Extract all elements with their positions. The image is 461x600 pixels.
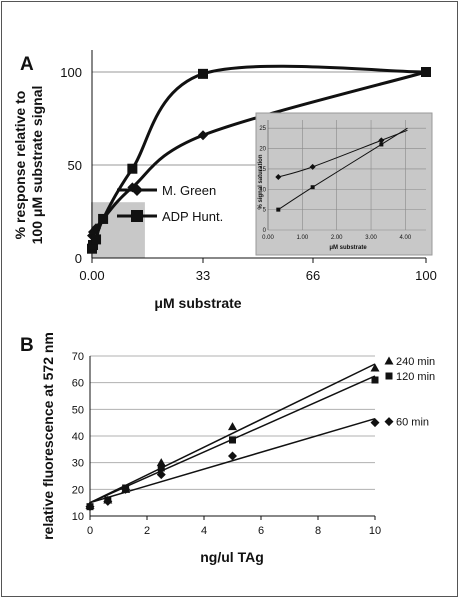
chart-b-point-120-min [371, 376, 379, 384]
chart-b-point-60-min [103, 496, 113, 506]
chart-a-x-tick-label: 33 [196, 268, 210, 283]
inset-y-tick-label: 15 [259, 167, 266, 173]
chart-b-series-label-120-min: 120 min [396, 371, 435, 383]
chart-b-y-tick-label: 50 [72, 404, 84, 416]
chart-b-fit-60-min [89, 417, 376, 504]
inset-x-tick-labels: 0.00 1.00 2.00 3.00 4.00 [262, 235, 412, 241]
inset-background [255, 112, 433, 256]
inset-x-tick-label: 0.00 [262, 235, 274, 241]
inset-point-adp-hunt [276, 207, 281, 212]
chart-a-point-adp-hunt [127, 163, 138, 174]
chart-b-x-tick-label: 10 [369, 525, 381, 537]
chart-b-point-240-min [228, 422, 237, 431]
chart-b-point-60-min [121, 484, 131, 494]
chart-b-point-60-min [156, 470, 166, 480]
chart-b-point-60-min [228, 451, 237, 461]
chart-b-legend-marker-60-min [384, 417, 394, 427]
chart-b-x-tick-label: 8 [315, 525, 321, 537]
chart-b-point-120-min [229, 436, 236, 444]
chart-b-point-120-min [157, 464, 165, 472]
chart-b-legend-marker-240-min [384, 356, 394, 365]
chart-b-point-60-min [85, 502, 95, 512]
inset-y-tick-label: 10 [259, 187, 266, 193]
chart-b-x-axis-label: ng/ul TAg [200, 549, 264, 565]
chart-b-y-tick-label: 30 [72, 458, 84, 470]
inset-y-tick-label: 25 [259, 126, 266, 132]
chart-b-y-axis-label: relative fluorescence at 572 nm [40, 332, 56, 540]
chart-b-legend-marker-120-min [385, 372, 393, 380]
chart-a-x-tick-label: 100 [415, 268, 437, 283]
chart-a-y-tick-label: 50 [68, 158, 82, 173]
chart-b-point-240-min [156, 458, 166, 467]
chart-a-point-adp-hunt [91, 234, 102, 245]
chart-b-y-tick-label: 60 [72, 378, 84, 390]
chart-b-point-60-min [370, 418, 380, 428]
inset-point-m-green [275, 174, 282, 181]
chart-b-x-tick-labels: 0 2 4 6 8 10 [87, 525, 381, 537]
inset-y-tick-labels: 0 5 10 15 20 25 [259, 126, 266, 234]
inset-x-tick-label: 2.00 [331, 235, 343, 241]
chart-b-axes [89, 356, 376, 520]
inset-y-axis-label: % signal saturation [258, 154, 264, 209]
legend-marker-m-green [131, 184, 143, 196]
chart-a-y-tick-label: 0 [75, 251, 82, 266]
legend-label-adp-hunt: ADP Hunt. [162, 209, 223, 224]
chart-a-point-adp-hunt [88, 239, 99, 250]
chart-b-y-tick-label: 70 [72, 351, 84, 363]
chart-b-x-tick-label: 2 [144, 525, 150, 537]
chart-b-fit-240-min [89, 363, 376, 504]
chart-b-x-tick-label: 4 [201, 525, 207, 537]
chart-b-x-tick-label: 6 [258, 525, 264, 537]
inset-y-tick-label: 20 [259, 147, 266, 153]
chart-a-legend: M. Green ADP Hunt. [117, 183, 223, 224]
chart-a-point-m-green [91, 223, 102, 234]
chart-a-x-axis-label: μM substrate [154, 295, 241, 311]
chart-a-inset: 0 5 10 15 20 25 0.00 1.00 2.00 3.00 4.00 μM subst… [255, 112, 433, 256]
inset-y-tick-label: 5 [263, 208, 267, 214]
inset-x-tick-label: 4.00 [400, 235, 412, 241]
inset-point-adp-hunt [310, 185, 315, 190]
chart-a-axes [91, 50, 427, 263]
chart-b-gridlines [90, 355, 375, 517]
inset-gridlines [267, 120, 426, 231]
chart-a-y-tick-label: 100 [60, 65, 82, 80]
chart-b-series-labels: 240 min 120 min 60 min [384, 356, 435, 429]
inset-markers [275, 137, 385, 212]
inset-x-axis-label: μM substrate [329, 245, 367, 251]
chart-a-point-adp-hunt [198, 68, 208, 79]
chart-b-y-tick-label: 40 [72, 431, 84, 443]
chart-a-point-adp-hunt [98, 213, 109, 224]
chart-a-point-m-green [198, 130, 208, 141]
legend-label-m-green: M. Green [162, 183, 216, 198]
chart-a-x-tick-labels: 0.00 33 66 100 [79, 268, 437, 283]
inset-point-m-green [309, 163, 316, 170]
chart-b-point-240-min [370, 363, 380, 372]
chart-b-series-label-60-min: 60 min [396, 417, 429, 429]
chart-a-x-tick-label: 0.00 [79, 268, 104, 283]
chart-a-y-axis-label-line2: 100 μM substrate signal [29, 86, 45, 245]
panel-b-letter: B [20, 335, 34, 356]
inset-point-adp-hunt [379, 142, 384, 147]
chart-b-y-tick-label: 10 [72, 511, 84, 523]
chart-a-y-tick-labels: 0 50 100 [60, 65, 82, 266]
inset-x-tick-label: 1.00 [297, 235, 309, 241]
inset-y-tick-label: 0 [263, 228, 267, 234]
inset-point-m-green [378, 137, 385, 144]
chart-a-y-axis-label-line1: % response relative to [12, 91, 28, 240]
inset-x-tick-label: 3.00 [365, 235, 377, 241]
panel-a-letter: A [20, 54, 34, 75]
chart-a-x-tick-label: 66 [306, 268, 320, 283]
legend-marker-adp-hunt [131, 210, 143, 222]
chart-b-x-tick-label: 0 [87, 525, 93, 537]
chart-b-fit-lines [89, 363, 376, 504]
chart-b-series-label-240-min: 240 min [396, 356, 435, 368]
chart-b-y-tick-label: 20 [72, 484, 84, 496]
inset-series-lines [278, 127, 408, 211]
chart-a-point-adp-hunt [421, 67, 431, 77]
chart-b-markers [85, 363, 380, 512]
chart-b-y-tick-labels: 10 20 30 40 50 60 70 [72, 351, 84, 523]
inset-line-adp-hunt [278, 127, 408, 211]
